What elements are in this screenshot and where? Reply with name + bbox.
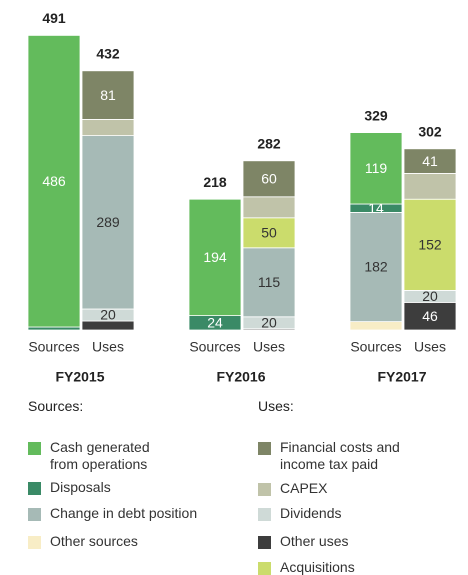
data-label: 24: [207, 315, 223, 331]
legend-label: Other uses: [280, 533, 349, 549]
bar-segment: [349, 321, 403, 331]
x-tick-label: Sources: [189, 339, 240, 355]
bar-segment: [242, 247, 296, 318]
group-label: FY2015: [55, 369, 104, 385]
bar-segment: [403, 148, 457, 174]
bar-segment: [242, 196, 296, 219]
group-label: FY2017: [377, 369, 426, 385]
bar-segment: [242, 160, 296, 198]
legend-swatch: [28, 508, 41, 521]
x-tick-label: Uses: [414, 339, 446, 355]
data-label: 41: [422, 153, 438, 169]
legend-label: Financial costs and income tax paid: [280, 439, 400, 472]
data-label: 194: [203, 249, 227, 265]
legend-swatch: [258, 536, 271, 549]
legend-label: Other sources: [50, 533, 138, 549]
total-label: 491: [42, 10, 66, 26]
legend-label: CAPEX: [280, 480, 328, 496]
data-label: 486: [42, 173, 66, 189]
total-label: 302: [418, 124, 442, 140]
x-tick-label: Uses: [92, 339, 124, 355]
legend-swatch: [28, 536, 41, 549]
legend-swatch: [258, 562, 271, 575]
legend-swatch: [28, 482, 41, 495]
legend-label: Change in debt position: [50, 505, 198, 521]
bar-segment: [81, 135, 135, 310]
total-label: 329: [364, 107, 388, 123]
legend-label: Acquisitions: [280, 559, 355, 575]
data-label: 152: [418, 237, 442, 253]
legend-label: Cash generated from operations: [50, 439, 150, 472]
data-label: 182: [364, 259, 388, 275]
bar-segment: [27, 326, 81, 331]
bar-segment: [403, 198, 457, 291]
bar-segment: [349, 132, 403, 205]
total-label: 432: [96, 46, 120, 62]
bar-segment: [403, 301, 457, 331]
bar-segment: [27, 35, 81, 328]
total-label: 218: [203, 174, 227, 190]
legend-title: Sources:: [28, 398, 84, 414]
data-label: 50: [261, 225, 277, 241]
legend-swatch: [258, 508, 271, 521]
data-label: 81: [100, 87, 116, 103]
bar-segment: [242, 217, 296, 249]
legend-label: Disposals: [50, 479, 111, 495]
legend-title: Uses:: [258, 398, 294, 414]
x-tick-label: Uses: [253, 339, 285, 355]
data-label: 60: [261, 171, 277, 187]
data-label: 289: [96, 214, 120, 230]
total-label: 282: [257, 136, 281, 152]
data-label: 119: [365, 160, 388, 176]
bar-segment: [81, 119, 135, 137]
data-label: 115: [258, 274, 281, 290]
legend-swatch: [258, 442, 271, 455]
data-label: 46: [422, 308, 438, 324]
x-tick-label: Sources: [350, 339, 401, 355]
legend-swatch: [258, 483, 271, 496]
data-label: 20: [261, 315, 277, 331]
x-tick-label: Sources: [28, 339, 79, 355]
bar-segment: [403, 172, 457, 200]
data-label: 20: [100, 307, 116, 323]
group-label: FY2016: [216, 369, 265, 385]
data-label: 20: [422, 288, 438, 304]
bar-segment: [188, 198, 242, 316]
chart: 486 491 Sources 20 289 81 432 Uses 24 194 218 Sourc…: [27, 10, 457, 385]
legend-label: Dividends: [280, 505, 342, 521]
legend-swatch: [28, 442, 41, 455]
bar-segment: [81, 70, 135, 120]
bar-segment: [349, 211, 403, 322]
